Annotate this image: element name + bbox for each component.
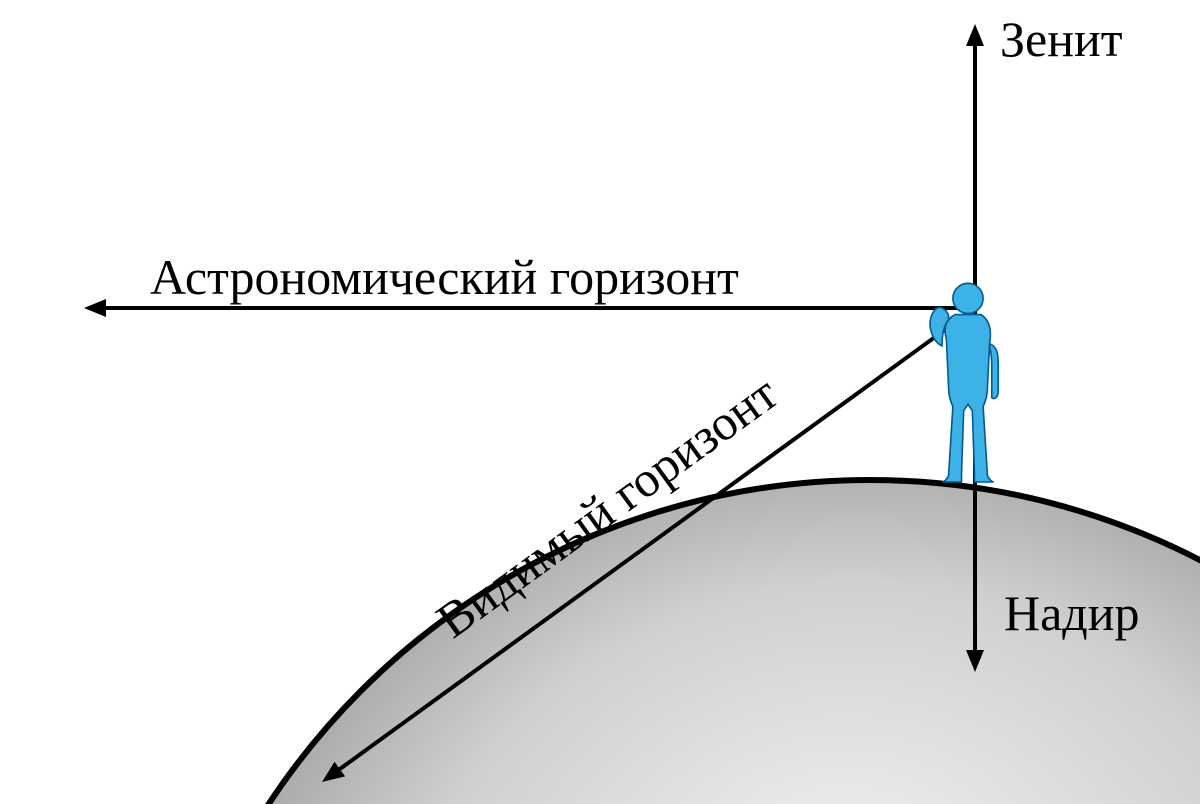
nadir-text: Надир: [1004, 585, 1140, 641]
astronomical-horizon-label: Астрономический горизонт: [150, 248, 739, 306]
nadir-label: Надир: [1004, 584, 1140, 642]
astronomical-horizon-text: Астрономический горизонт: [150, 249, 739, 305]
zenith-text: Зенит: [1000, 11, 1123, 67]
zenith-label: Зенит: [1000, 10, 1123, 68]
